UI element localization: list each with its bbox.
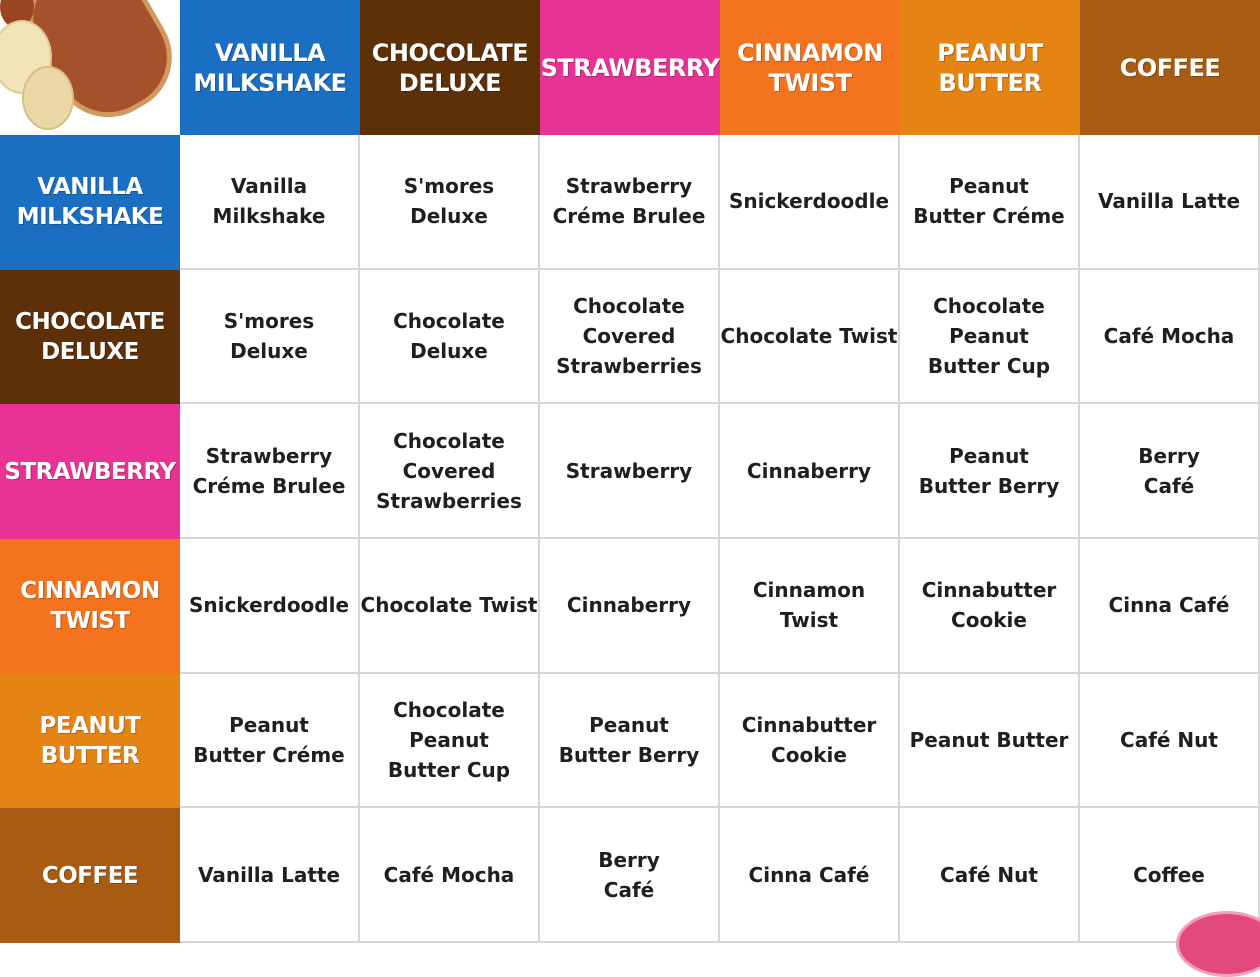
combo-cell: Cinna Café [720, 808, 900, 943]
row-header-coffee: COFFEE [0, 808, 180, 943]
combo-cell: Berry Café [1080, 404, 1260, 539]
combo-cell: Cinnamon Twist [720, 538, 900, 674]
row-header-peanut-butter: PEANUT BUTTER [0, 673, 180, 809]
combo-cell: Café Nut [900, 808, 1080, 943]
combo-cell: Snickerdoodle [180, 538, 360, 674]
column-header-strawberry: STRAWBERRY [540, 0, 720, 135]
column-header-vanilla-milkshake: VANILLA MILKSHAKE [180, 0, 360, 135]
combo-cell: Vanilla Latte [1080, 135, 1260, 270]
combo-cell: Café Mocha [360, 808, 540, 943]
combo-cell: Peanut Butter Créme [900, 135, 1080, 270]
combo-cell: Peanut Butter Berry [900, 404, 1080, 539]
combo-cell: Snickerdoodle [720, 135, 900, 270]
combo-cell: Cinnaberry [720, 404, 900, 539]
combo-cell: Chocolate Twist [720, 269, 900, 405]
combo-cell: Vanilla Milkshake [180, 135, 360, 270]
combo-cell: S'mores Deluxe [180, 269, 360, 405]
combo-cell: Cinna Café [1080, 538, 1260, 674]
row-header-strawberry: STRAWBERRY [0, 404, 180, 539]
combo-cell: Chocolate Covered Strawberries [360, 404, 540, 539]
peanut-kernel-icon [22, 66, 74, 130]
column-header-cinnamon-twist: CINNAMON TWIST [720, 0, 900, 135]
combo-cell: S'mores Deluxe [360, 135, 540, 270]
combo-cell: Chocolate Deluxe [360, 269, 540, 405]
combo-cell: Cinnabutter Cookie [900, 538, 1080, 674]
corner-peanut-image [0, 0, 180, 135]
donut-image [1176, 911, 1260, 977]
combo-cell: Berry Café [540, 808, 720, 943]
combo-cell: Chocolate Twist [360, 538, 540, 674]
combo-cell: Strawberry Créme Brulee [540, 135, 720, 270]
combo-cell: Chocolate Peanut Butter Cup [360, 673, 540, 809]
combo-cell: Strawberry [540, 404, 720, 539]
row-header-chocolate-deluxe: CHOCOLATE DELUXE [0, 269, 180, 405]
combo-cell: Vanilla Latte [180, 808, 360, 943]
combo-cell: Peanut Butter Berry [540, 673, 720, 809]
combo-cell: Peanut Butter Créme [180, 673, 360, 809]
column-header-coffee: COFFEE [1080, 0, 1260, 135]
combo-cell: Cinnabutter Cookie [720, 673, 900, 809]
combo-cell: Cinnaberry [540, 538, 720, 674]
row-header-cinnamon-twist: CINNAMON TWIST [0, 538, 180, 674]
combo-cell: Strawberry Créme Brulee [180, 404, 360, 539]
column-header-chocolate-deluxe: CHOCOLATE DELUXE [360, 0, 540, 135]
combo-cell: Chocolate Peanut Butter Cup [900, 269, 1080, 405]
combo-cell: Peanut Butter [900, 673, 1080, 809]
combo-cell: Café Nut [1080, 673, 1260, 809]
column-header-peanut-butter: PEANUT BUTTER [900, 0, 1080, 135]
combo-cell: Chocolate Covered Strawberries [540, 269, 720, 405]
row-header-vanilla-milkshake: VANILLA MILKSHAKE [0, 135, 180, 270]
combo-cell: Café Mocha [1080, 269, 1260, 405]
